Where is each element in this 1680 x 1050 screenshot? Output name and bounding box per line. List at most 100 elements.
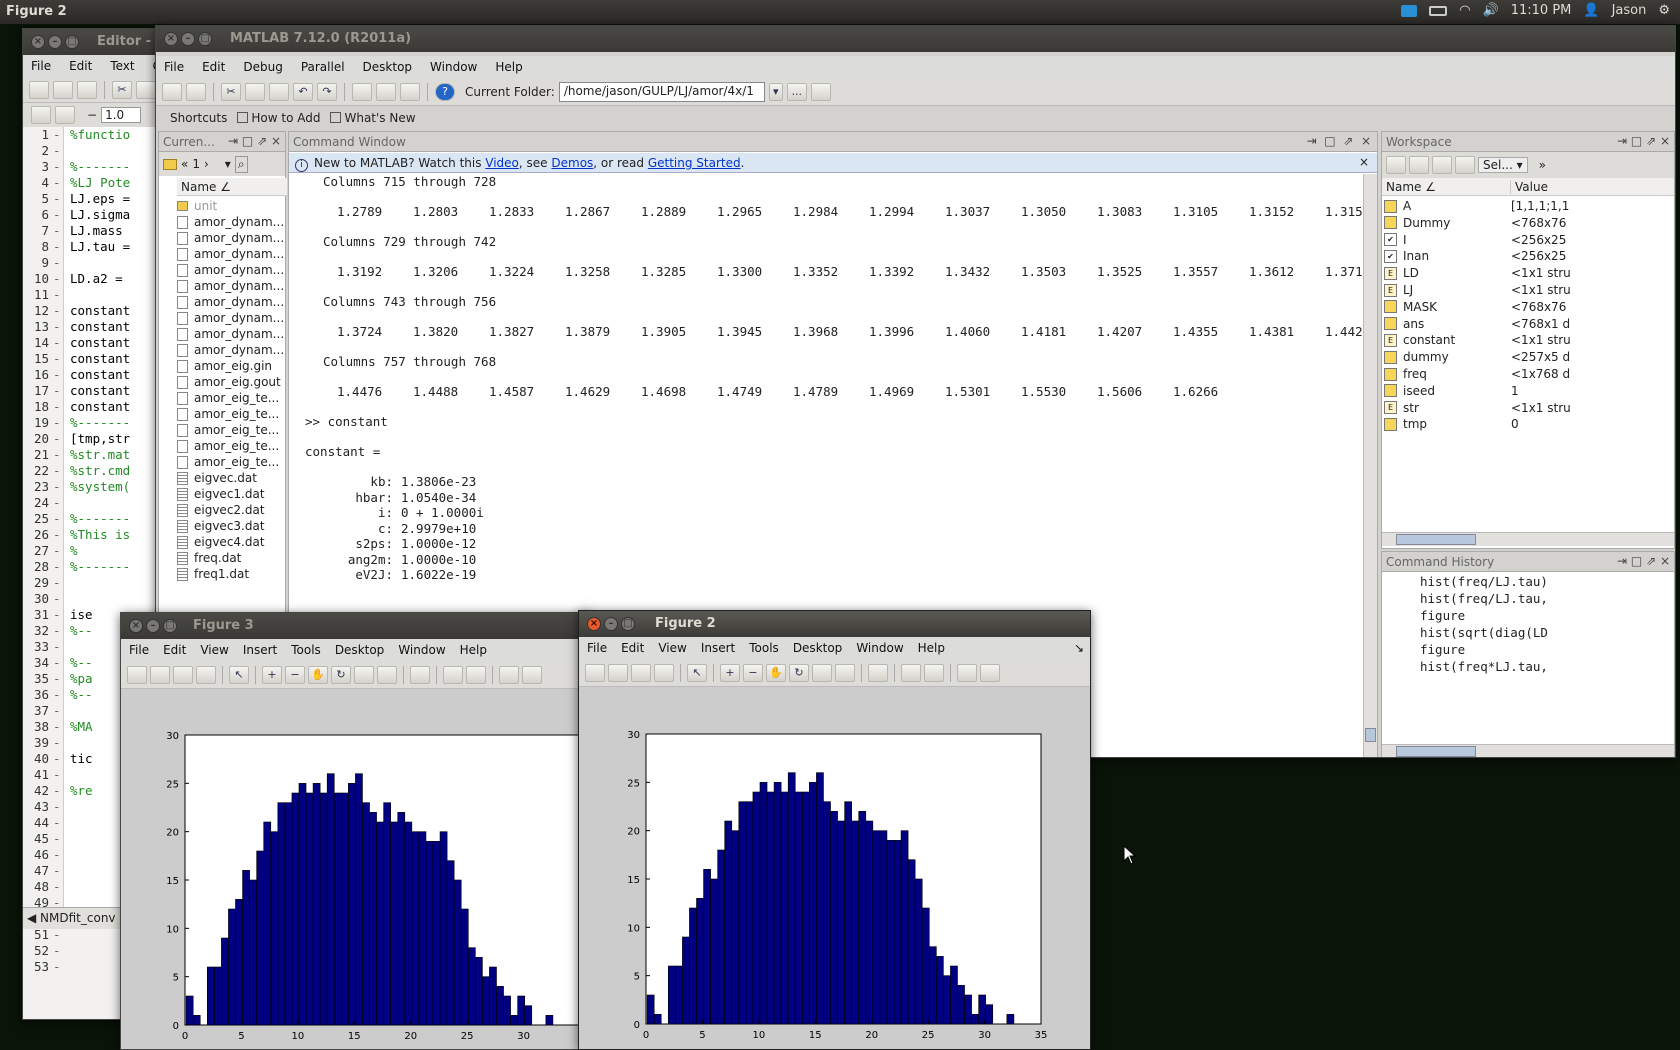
print-icon[interactable]	[1455, 156, 1475, 174]
save-icon[interactable]	[77, 80, 97, 99]
file-item[interactable]: unit	[177, 198, 217, 214]
save-icon[interactable]	[631, 663, 651, 682]
legend-icon[interactable]	[924, 663, 944, 682]
copy-icon[interactable]	[136, 80, 156, 99]
profiler-icon[interactable]	[400, 82, 420, 101]
clock[interactable]: 11:10 PM	[1510, 3, 1572, 18]
file-item[interactable]: amor_eig_te...	[177, 390, 279, 406]
browse-button[interactable]: ...	[786, 82, 807, 101]
workspace-col-value[interactable]: Value	[1510, 180, 1548, 194]
breakpoint-dash[interactable]: -	[53, 415, 61, 430]
volume-icon[interactable]: 🔊	[1482, 3, 1499, 18]
code-line[interactable]: %str.mat	[70, 447, 131, 462]
code-line[interactable]: %--	[70, 623, 93, 638]
legend-icon[interactable]	[466, 665, 486, 684]
history-item[interactable]: figure	[1420, 608, 1466, 623]
code-line[interactable]: constant	[70, 303, 131, 318]
code-line[interactable]: constant	[70, 335, 131, 350]
file-item[interactable]: freq1.dat	[177, 566, 249, 582]
maximize-icon[interactable]: □	[163, 619, 177, 633]
breakpoint-dash[interactable]: -	[53, 783, 61, 798]
file-item[interactable]: amor_dynam...	[177, 278, 284, 294]
breakpoint-dash[interactable]: -	[53, 127, 61, 142]
menu-file[interactable]: File	[164, 60, 185, 74]
breakpoint-dash[interactable]: -	[53, 575, 61, 590]
file-item[interactable]: eigvec1.dat	[177, 486, 265, 502]
forward-icon[interactable]: ›	[203, 157, 209, 171]
minimize-icon[interactable]: –	[604, 617, 618, 631]
breakpoint-dash[interactable]: -	[53, 271, 61, 286]
paste-icon[interactable]	[269, 82, 289, 101]
fig2-menu-desktop[interactable]: Desktop	[792, 641, 843, 655]
breakpoint-dash[interactable]: -	[53, 687, 61, 702]
minimize-icon[interactable]: –	[181, 32, 195, 46]
folder-list-header[interactable]: Name ∠	[177, 178, 287, 196]
menu-edit[interactable]: Edit	[202, 60, 226, 74]
breakpoint-dash[interactable]: -	[53, 335, 61, 350]
code-line[interactable]: %-------	[70, 559, 131, 574]
rotate-icon[interactable]: ↻	[789, 663, 809, 682]
file-item[interactable]: amor_eig_te...	[177, 454, 279, 470]
brush-icon[interactable]	[377, 665, 397, 684]
file-item[interactable]: amor_eig_te...	[177, 422, 279, 438]
breakpoint-dash[interactable]: -	[53, 543, 61, 558]
cell-increment-input[interactable]: 1.0	[101, 107, 142, 123]
breakpoint-dash[interactable]: -	[53, 719, 61, 734]
breakpoint-dash[interactable]: -	[53, 959, 61, 974]
file-item[interactable]: amor_dynam...	[177, 310, 284, 326]
command-prompt[interactable]: >> constant	[305, 414, 388, 429]
workspace-title[interactable]: Workspace ⇥ □ ⇗ ×	[1382, 132, 1674, 152]
history-item[interactable]: figure	[1420, 642, 1466, 657]
menu-parallel[interactable]: Parallel	[300, 60, 345, 74]
file-item[interactable]: amor_dynam...	[177, 262, 284, 278]
current-folder-input[interactable]: /home/jason/GULP/LJ/amor/4x/1	[558, 81, 765, 102]
demos-link[interactable]: Demos	[551, 156, 594, 170]
file-item[interactable]: amor_eig_te...	[177, 438, 279, 454]
cut-icon[interactable]: ✂	[221, 82, 241, 101]
save-workspace-icon[interactable]	[1432, 156, 1452, 174]
code-line[interactable]: %-------	[70, 511, 131, 526]
hide-tools-icon[interactable]	[957, 663, 977, 682]
wifi-icon[interactable]: ◠	[1459, 3, 1471, 18]
breakpoint-dash[interactable]: -	[53, 591, 61, 606]
shortcuts-label[interactable]: Shortcuts	[170, 111, 228, 125]
breakpoint-dash[interactable]: -	[53, 623, 61, 638]
breakpoint-dash[interactable]: -	[53, 847, 61, 862]
editor-tab[interactable]: ◀ NMDfit_conv	[27, 911, 116, 925]
maximize-icon[interactable]: □	[621, 617, 635, 631]
search-icon[interactable]: ⌕	[234, 155, 248, 173]
cell-mode-icon[interactable]	[55, 106, 75, 124]
file-item[interactable]: amor_eig_te...	[177, 406, 279, 422]
code-line[interactable]: %functio	[70, 127, 131, 142]
workspace-var[interactable]: MASK <768x76	[1384, 299, 1674, 315]
breakpoint-dash[interactable]: -	[53, 223, 61, 238]
file-item[interactable]: amor_dynam...	[177, 294, 284, 310]
breakpoint-dash[interactable]: -	[53, 175, 61, 190]
code-line[interactable]: %--	[70, 655, 93, 670]
nav-dropdown-icon[interactable]: ▾	[224, 157, 231, 171]
zoom-out-icon[interactable]: −	[743, 663, 763, 682]
figure2-titlebar[interactable]: × – □ Figure 2	[579, 611, 1090, 637]
help-icon[interactable]: ?	[435, 82, 455, 101]
pan-icon[interactable]: ✋	[766, 663, 786, 682]
editor-menu-file[interactable]: File	[31, 59, 52, 73]
workspace-var[interactable]: Dummy <768x76	[1384, 215, 1674, 231]
new-figure-icon[interactable]	[127, 665, 147, 684]
breakpoint-dash[interactable]: -	[53, 607, 61, 622]
breakpoint-dash[interactable]: -	[53, 319, 61, 334]
breakpoint-dash[interactable]: -	[53, 367, 61, 382]
breakpoint-dash[interactable]: -	[53, 895, 61, 910]
colorbar-icon[interactable]	[443, 665, 463, 684]
editor-menu-edit[interactable]: Edit	[69, 59, 93, 73]
open-folder-icon[interactable]	[53, 80, 73, 99]
go-up-folder-icon[interactable]	[810, 82, 831, 101]
data-cursor-icon[interactable]	[812, 663, 832, 682]
battery-icon[interactable]	[1429, 5, 1448, 16]
zoom-out-icon[interactable]: −	[285, 665, 305, 684]
code-line[interactable]: tic	[70, 751, 93, 766]
code-line[interactable]: LJ.tau =	[70, 239, 131, 254]
new-file-icon[interactable]	[29, 80, 49, 99]
open-icon[interactable]	[608, 663, 628, 682]
fig3-menu-insert[interactable]: Insert	[242, 643, 278, 657]
new-figure-icon[interactable]	[585, 663, 605, 682]
